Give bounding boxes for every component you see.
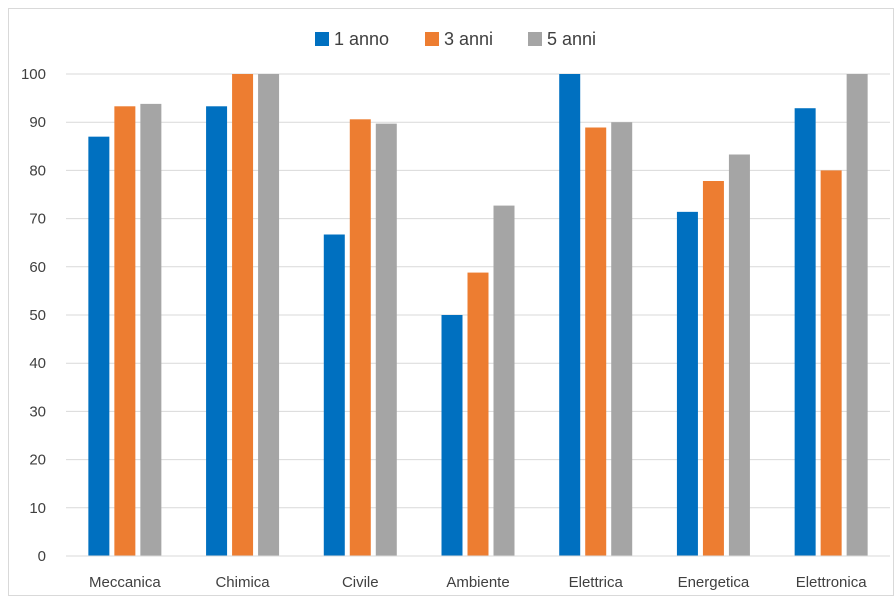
bars <box>88 74 868 557</box>
gridlines <box>66 73 890 509</box>
y-axis-tick-labels: 0 10 20 30 40 50 60 70 80 90 100 <box>21 66 46 565</box>
x-tick-label: Ambiente <box>446 574 509 591</box>
y-tick-label: 60 <box>29 259 46 276</box>
bar-elettronica-5-anni <box>846 74 868 556</box>
x-tick-label: Elettrica <box>569 574 624 591</box>
y-tick-label: 50 <box>29 307 46 324</box>
y-tick-label: 100 <box>21 66 46 83</box>
bar-energetica-5-anni <box>728 154 750 556</box>
bar-meccanica-5-anni <box>140 103 162 556</box>
x-tick-label: Chimica <box>215 574 270 591</box>
y-tick-label: 30 <box>29 403 46 420</box>
x-tick-label: Meccanica <box>89 574 161 591</box>
x-tick-label: Energetica <box>678 574 750 591</box>
bar-meccanica-3-anni <box>114 106 136 556</box>
bar-civile-1-anno <box>323 234 345 557</box>
bar-chimica-5-anni <box>258 74 280 556</box>
legend-label: 5 anni <box>547 29 596 49</box>
y-tick-label: 80 <box>29 162 46 179</box>
bar-meccanica-1-anno <box>88 136 110 556</box>
x-tick-label: Civile <box>342 574 379 591</box>
x-axis-tick-labels: Meccanica Chimica Civile Ambiente Elettrica E… <box>89 574 867 591</box>
bar-civile-5-anni <box>375 123 397 557</box>
bar-ambiente-5-anni <box>493 205 515 556</box>
y-tick-label: 20 <box>29 452 46 469</box>
legend-swatch <box>315 32 329 46</box>
x-tick-label: Elettronica <box>796 574 868 591</box>
bar-energetica-3-anni <box>702 181 724 556</box>
y-tick-label: 90 <box>29 114 46 131</box>
legend-swatch <box>425 32 439 46</box>
bar-civile-3-anni <box>349 119 371 557</box>
legend: 1 anno 3 anni 5 anni <box>315 29 596 49</box>
bar-ambiente-1-anno <box>441 315 463 556</box>
y-tick-label: 40 <box>29 355 46 372</box>
bar-elettrica-5-anni <box>611 122 633 556</box>
y-tick-label: 70 <box>29 211 46 228</box>
bar-ambiente-3-anni <box>467 272 489 556</box>
bar-elettrica-3-anni <box>585 127 607 556</box>
bar-elettronica-3-anni <box>820 170 842 556</box>
y-tick-label: 10 <box>29 500 46 517</box>
legend-swatch <box>528 32 542 46</box>
bar-chimica-3-anni <box>232 74 254 556</box>
bar-energetica-1-anno <box>676 211 698 557</box>
bar-chimica-1-anno <box>206 106 228 556</box>
legend-label: 3 anni <box>444 29 493 49</box>
y-tick-label: 0 <box>38 548 46 565</box>
bar-elettrica-1-anno <box>559 74 581 556</box>
legend-label: 1 anno <box>334 29 389 49</box>
bar-elettronica-1-anno <box>794 108 816 557</box>
